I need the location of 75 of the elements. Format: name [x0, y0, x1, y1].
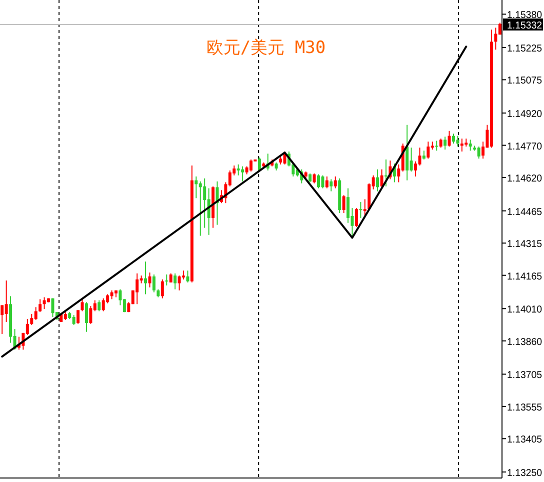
candlestick	[406, 124, 409, 181]
candlestick	[363, 198, 366, 217]
candlestick	[342, 194, 346, 214]
y-tick-label: 1.13860	[507, 336, 544, 348]
candlestick	[38, 298, 42, 313]
candlestick	[410, 147, 413, 172]
candlestick	[136, 272, 139, 305]
candlestick	[426, 141, 430, 160]
candlestick	[258, 157, 261, 171]
ref-line-label: 1.15332	[507, 20, 544, 32]
candlestick	[98, 300, 101, 312]
y-tick-label: 1.14165	[507, 271, 544, 282]
candlestick	[439, 138, 442, 148]
candlestick	[359, 202, 362, 218]
candlestick	[30, 314, 34, 326]
candlestick	[51, 298, 54, 318]
candlestick	[42, 296, 46, 310]
y-tick-label: 1.14770	[507, 141, 544, 152]
candlestick	[0, 304, 4, 334]
candlestick	[460, 138, 464, 152]
candlestick	[444, 136, 447, 150]
candlestick	[174, 272, 177, 290]
candlestick	[376, 168, 380, 192]
candlestick	[494, 27, 498, 50]
candlestick	[325, 176, 328, 189]
candlestick	[169, 272, 172, 283]
y-tick-label: 1.13555	[507, 402, 544, 414]
y-tick-label: 1.14620	[507, 174, 544, 185]
candlestick	[148, 272, 152, 288]
candlestick	[102, 298, 105, 312]
candlestick	[203, 178, 206, 228]
candlestick	[160, 278, 164, 299]
y-tick-label: 1.14315	[507, 239, 544, 250]
candlestick	[186, 270, 190, 283]
y-tick-label: 1.13250	[507, 468, 544, 479]
candlestick	[435, 140, 438, 152]
candlestick	[468, 139, 472, 152]
candlestick	[76, 310, 80, 324]
candlestick	[456, 135, 460, 148]
candlestick	[241, 166, 244, 182]
candlestick	[178, 275, 181, 291]
candlestick	[144, 261, 148, 295]
candlestick	[80, 298, 84, 312]
candlestick	[236, 164, 240, 176]
candlestick	[384, 158, 388, 187]
candlestick	[330, 178, 333, 192]
y-tick-label: 1.14010	[507, 304, 544, 316]
y-tick-label: 1.13405	[507, 434, 544, 446]
candlestick	[477, 146, 480, 160]
candlestick	[152, 274, 156, 293]
candlestick	[334, 176, 337, 189]
y-tick-label: 1.13705	[507, 370, 544, 382]
candlestick	[448, 130, 451, 148]
candlestick	[312, 172, 316, 184]
y-tick-label: 1.15075	[507, 76, 544, 87]
candlestick	[354, 208, 358, 228]
candlestick	[84, 302, 88, 332]
candlestick	[316, 174, 320, 189]
candlestick	[198, 180, 202, 236]
candlestick	[89, 306, 92, 324]
candlestick	[250, 158, 252, 172]
candlestick	[194, 176, 198, 199]
candlestick	[346, 188, 350, 224]
candlestick	[380, 168, 384, 188]
y-tick-label: 1.14465	[507, 206, 544, 218]
candlestick	[165, 274, 168, 286]
y-tick-label: 1.15225	[507, 44, 544, 54]
y-tick-label: 1.14920	[507, 109, 544, 120]
candlestick	[72, 314, 76, 326]
candlestick	[452, 133, 455, 144]
text: 欧元/美元 M30	[206, 38, 326, 58]
candlestick	[4, 280, 8, 322]
y-tick-label: 1.15380	[507, 10, 544, 22]
candlestick	[321, 174, 324, 189]
candlestick	[34, 306, 38, 321]
